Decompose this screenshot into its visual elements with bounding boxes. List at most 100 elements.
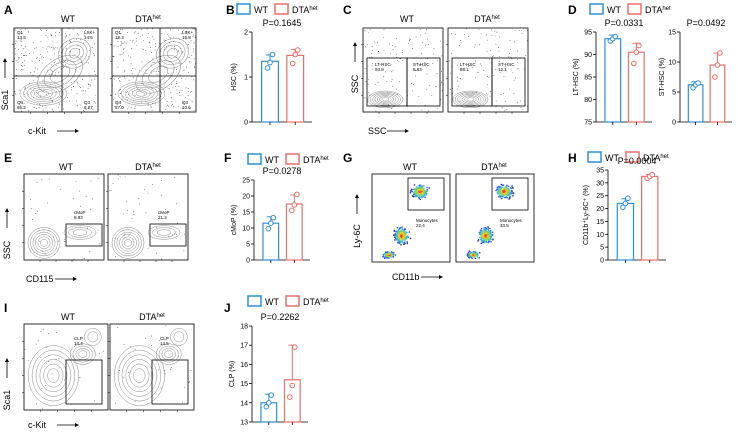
event-dot	[399, 81, 400, 83]
event-dot	[520, 100, 522, 102]
density-dot	[409, 191, 412, 194]
quadrant-label-q1: Q1 13.5	[17, 30, 26, 40]
event-dot	[383, 29, 385, 31]
event-dot	[419, 64, 421, 66]
event-dot	[192, 79, 194, 81]
event-dot	[138, 232, 140, 234]
event-dot	[55, 31, 56, 33]
event-dot	[467, 35, 469, 37]
y-tick-label: 0	[244, 120, 248, 127]
y-tick-label: 75	[584, 120, 592, 127]
event-dot	[395, 37, 397, 39]
density-dot	[509, 195, 511, 198]
event-dot	[172, 86, 174, 88]
event-dot	[85, 196, 87, 197]
event-dot	[459, 101, 461, 103]
legend-label-wt: WT	[607, 5, 621, 15]
event-dot	[400, 58, 402, 60]
event-dot	[98, 173, 100, 175]
event-dot	[77, 82, 79, 84]
event-dot	[55, 86, 57, 88]
legend-swatch-dta	[285, 153, 300, 165]
event-dot	[56, 91, 57, 93]
event-dot	[177, 105, 179, 107]
event-dot	[132, 77, 134, 79]
density-dot	[486, 231, 489, 234]
event-dot	[165, 106, 167, 108]
event-dot	[79, 190, 80, 192]
density-dot	[507, 192, 510, 194]
legend-label-wt: WT	[265, 297, 279, 307]
event-dot	[115, 93, 117, 95]
gate-label-lt-hsc: LT-HSC 88.1	[460, 62, 476, 72]
event-dot	[27, 110, 29, 112]
event-dot	[36, 57, 37, 59]
density-dot	[479, 236, 481, 239]
event-dot	[121, 43, 123, 45]
event-dot	[123, 90, 125, 92]
event-dot	[412, 84, 414, 86]
event-dot	[187, 88, 189, 89]
y-tick-label: 35	[596, 168, 604, 175]
event-dot	[39, 240, 41, 242]
contour-line	[379, 96, 392, 103]
event-dot	[164, 370, 166, 372]
event-dot	[17, 57, 19, 58]
event-dot	[147, 192, 149, 194]
event-dot	[161, 180, 162, 181]
event-dot	[123, 49, 124, 51]
event-dot	[89, 36, 91, 38]
event-dot	[118, 36, 119, 38]
density-dot	[410, 188, 413, 191]
event-dot	[119, 89, 121, 91]
bar-wt	[616, 202, 635, 261]
data-point	[268, 220, 274, 226]
event-dot	[134, 95, 136, 97]
plot-frame	[23, 173, 105, 261]
event-dot	[123, 71, 125, 73]
data-point	[289, 207, 295, 214]
y-tick-label: 10	[242, 226, 250, 233]
density-dot	[404, 240, 406, 242]
event-dot	[164, 373, 166, 375]
density-dot	[502, 184, 505, 186]
event-dot	[368, 92, 370, 94]
event-dot	[424, 104, 426, 106]
y-tick-label: 0	[246, 258, 250, 265]
event-dot	[449, 88, 451, 90]
y-tick-label: 85	[584, 75, 592, 82]
event-dot	[23, 54, 25, 56]
data-point	[636, 42, 642, 49]
density-dot	[511, 185, 513, 187]
legend: WT DTAhet	[236, 3, 318, 15]
density-dot	[474, 257, 477, 260]
event-dot	[93, 43, 95, 45]
density-dot	[399, 241, 402, 244]
event-dot	[52, 40, 54, 42]
event-dot	[166, 101, 168, 102]
event-dot	[517, 62, 519, 63]
event-dot	[179, 92, 181, 93]
contour-line	[164, 350, 174, 358]
y-tick-label: 15	[596, 219, 604, 226]
event-dot	[39, 103, 41, 105]
event-dot	[113, 78, 115, 80]
event-dot	[66, 34, 67, 36]
density-dot	[412, 193, 415, 196]
y-axis-title: CD11b⁺Ly-6C⁺ (%)	[583, 185, 590, 245]
bar-wt	[261, 60, 280, 123]
event-dot	[16, 78, 17, 79]
density-dot	[393, 230, 396, 232]
contour-line	[372, 92, 399, 106]
contour-line	[129, 363, 150, 388]
density-dot	[472, 253, 474, 256]
event-dot	[75, 181, 77, 183]
density-dot	[392, 255, 395, 258]
event-dot	[79, 85, 80, 87]
event-dot	[98, 243, 100, 245]
event-dot	[392, 49, 394, 50]
event-dot	[192, 36, 194, 38]
event-dot	[184, 96, 186, 98]
event-dot	[59, 367, 61, 369]
event-dot	[525, 55, 527, 57]
